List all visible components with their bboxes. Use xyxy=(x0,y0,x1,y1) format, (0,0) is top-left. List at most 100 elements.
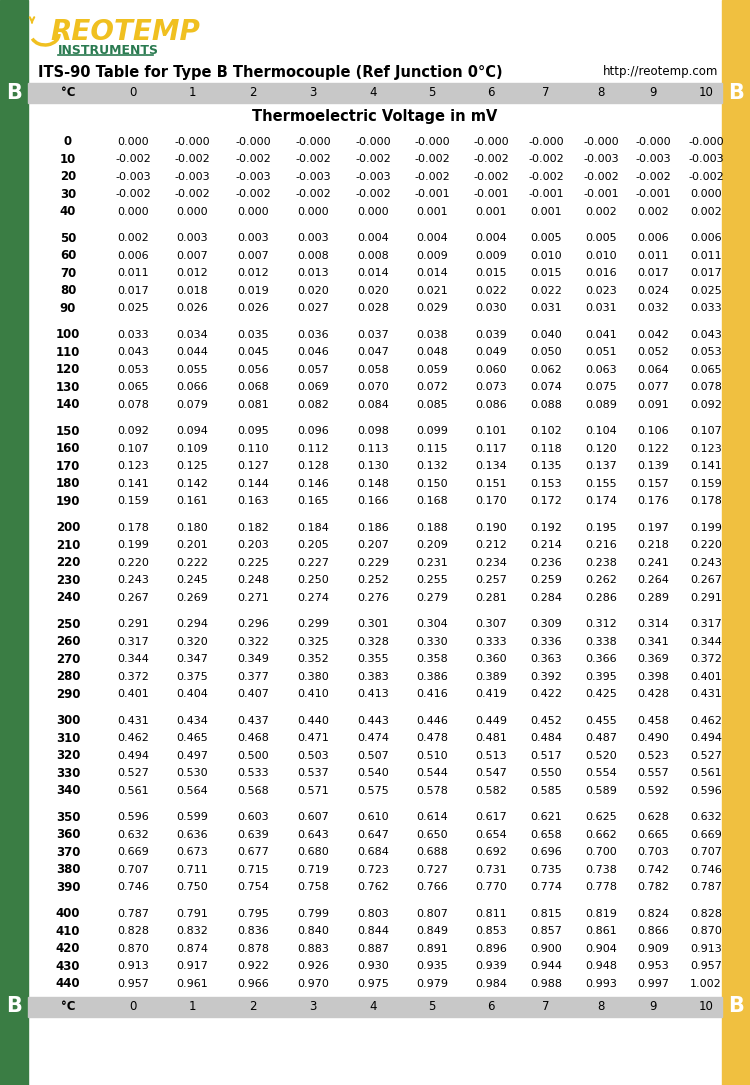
Text: 0.478: 0.478 xyxy=(416,733,448,743)
Text: 60: 60 xyxy=(60,250,76,263)
Text: 0.020: 0.020 xyxy=(297,285,328,296)
Text: 0.000: 0.000 xyxy=(690,189,722,200)
Text: 0.665: 0.665 xyxy=(638,830,669,840)
Text: 0.011: 0.011 xyxy=(117,268,148,278)
Text: 0.372: 0.372 xyxy=(690,654,722,664)
Text: 0.975: 0.975 xyxy=(357,979,389,988)
Text: 0.481: 0.481 xyxy=(475,733,507,743)
Text: 0.099: 0.099 xyxy=(416,426,448,436)
Text: 0.917: 0.917 xyxy=(176,961,208,971)
Text: 0.025: 0.025 xyxy=(690,285,722,296)
Text: 0.369: 0.369 xyxy=(637,654,669,664)
Text: 5: 5 xyxy=(428,87,436,100)
Text: 420: 420 xyxy=(56,942,80,955)
Text: 0.550: 0.550 xyxy=(530,768,562,778)
Text: 0.276: 0.276 xyxy=(357,592,389,603)
Text: 0.027: 0.027 xyxy=(297,303,329,314)
Text: 0.462: 0.462 xyxy=(117,733,149,743)
Text: 0.585: 0.585 xyxy=(530,786,562,795)
Text: 0.123: 0.123 xyxy=(690,444,722,454)
Text: 0.870: 0.870 xyxy=(117,944,149,954)
Text: 0.735: 0.735 xyxy=(530,865,562,875)
Text: 0.294: 0.294 xyxy=(176,620,208,629)
Text: 0.939: 0.939 xyxy=(475,961,507,971)
Text: 310: 310 xyxy=(56,731,80,744)
Text: 0.449: 0.449 xyxy=(475,716,507,726)
Text: 0.571: 0.571 xyxy=(297,786,328,795)
Text: 0.049: 0.049 xyxy=(475,347,507,357)
Text: 0.168: 0.168 xyxy=(416,496,448,507)
Text: 0.115: 0.115 xyxy=(416,444,448,454)
Text: 0.015: 0.015 xyxy=(530,268,562,278)
Text: 10: 10 xyxy=(698,87,713,100)
Text: 0.309: 0.309 xyxy=(530,620,562,629)
Text: 0.966: 0.966 xyxy=(237,979,268,988)
Text: 0.043: 0.043 xyxy=(690,330,722,340)
Text: -0.000: -0.000 xyxy=(356,137,391,146)
Text: 0.344: 0.344 xyxy=(117,654,149,664)
Text: 0.146: 0.146 xyxy=(297,478,328,488)
Text: 0.828: 0.828 xyxy=(117,927,149,936)
Text: 0.199: 0.199 xyxy=(690,523,722,533)
Text: 0.904: 0.904 xyxy=(585,944,617,954)
Text: 0.078: 0.078 xyxy=(117,399,149,410)
Text: 0.074: 0.074 xyxy=(530,382,562,393)
Text: 0.159: 0.159 xyxy=(117,496,148,507)
Text: 0.003: 0.003 xyxy=(176,233,208,243)
Text: 0.544: 0.544 xyxy=(416,768,448,778)
Text: 0.077: 0.077 xyxy=(637,382,669,393)
Text: 9: 9 xyxy=(650,87,657,100)
Text: 0.110: 0.110 xyxy=(237,444,268,454)
Text: 70: 70 xyxy=(60,267,76,280)
Text: 0.719: 0.719 xyxy=(297,865,329,875)
Text: 0.010: 0.010 xyxy=(585,251,616,260)
Text: 0.296: 0.296 xyxy=(237,620,269,629)
Text: 0.128: 0.128 xyxy=(297,461,329,471)
Text: 0.120: 0.120 xyxy=(585,444,616,454)
Text: 0.012: 0.012 xyxy=(176,268,208,278)
Text: 0.000: 0.000 xyxy=(297,207,328,217)
Text: 0.554: 0.554 xyxy=(585,768,616,778)
Text: 0.091: 0.091 xyxy=(637,399,669,410)
Text: 0.170: 0.170 xyxy=(476,496,507,507)
Text: 0.355: 0.355 xyxy=(357,654,388,664)
Text: 0.582: 0.582 xyxy=(475,786,507,795)
Text: 0.070: 0.070 xyxy=(357,382,388,393)
Text: -0.002: -0.002 xyxy=(688,171,724,182)
Text: 0.930: 0.930 xyxy=(357,961,388,971)
Text: 0.081: 0.081 xyxy=(237,399,268,410)
Text: 0.844: 0.844 xyxy=(357,927,389,936)
Text: 0.075: 0.075 xyxy=(585,382,616,393)
Text: -0.000: -0.000 xyxy=(584,137,619,146)
Text: 0.092: 0.092 xyxy=(690,399,722,410)
Text: 0.055: 0.055 xyxy=(176,365,208,374)
Text: 0.016: 0.016 xyxy=(585,268,616,278)
Text: 0.669: 0.669 xyxy=(690,830,722,840)
Text: 0.979: 0.979 xyxy=(416,979,448,988)
Text: 0.135: 0.135 xyxy=(530,461,562,471)
Text: 1.002: 1.002 xyxy=(690,979,722,988)
Text: 0.072: 0.072 xyxy=(416,382,448,393)
Text: -0.002: -0.002 xyxy=(356,154,391,164)
Text: 0.669: 0.669 xyxy=(117,847,148,857)
Text: 0.203: 0.203 xyxy=(237,540,268,550)
Text: 0.014: 0.014 xyxy=(416,268,448,278)
Text: 0.000: 0.000 xyxy=(176,207,208,217)
Bar xyxy=(722,0,750,1085)
Text: 0.632: 0.632 xyxy=(690,813,722,822)
Text: 0.395: 0.395 xyxy=(585,672,616,681)
Text: 0.465: 0.465 xyxy=(176,733,208,743)
Text: 0.468: 0.468 xyxy=(237,733,269,743)
Text: 0.218: 0.218 xyxy=(637,540,669,550)
Text: 0.234: 0.234 xyxy=(475,558,507,567)
Text: 0.014: 0.014 xyxy=(357,268,388,278)
Text: 0.045: 0.045 xyxy=(237,347,268,357)
Text: 0.832: 0.832 xyxy=(176,927,208,936)
Text: 90: 90 xyxy=(60,302,76,315)
Text: 0.174: 0.174 xyxy=(585,496,617,507)
Text: 0.178: 0.178 xyxy=(690,496,722,507)
Text: 0.853: 0.853 xyxy=(476,927,507,936)
Text: 380: 380 xyxy=(56,864,80,877)
Text: 0.063: 0.063 xyxy=(585,365,616,374)
Text: 0.255: 0.255 xyxy=(416,575,448,585)
